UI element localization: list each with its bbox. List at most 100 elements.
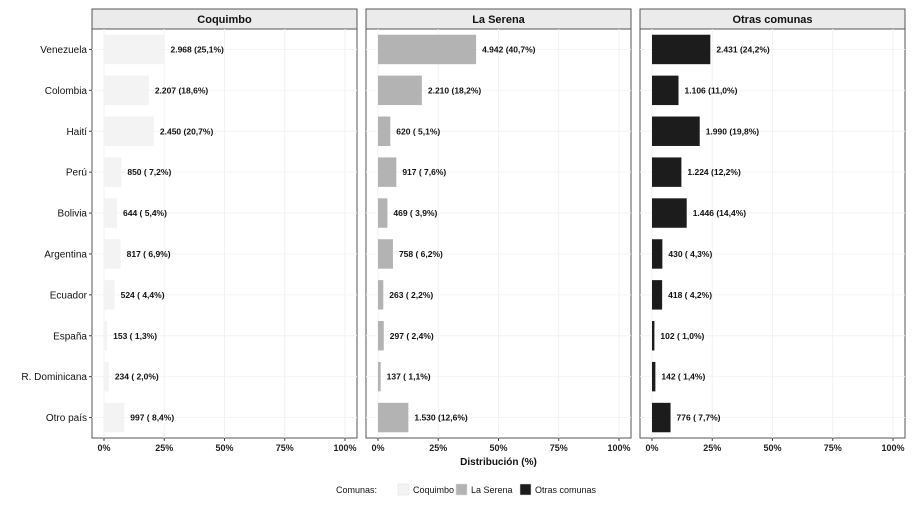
bar <box>652 75 679 106</box>
bar <box>652 34 711 65</box>
data-label: 817 ( 6,9%) <box>127 249 171 259</box>
legend-label: Otras comunas <box>535 485 597 495</box>
data-label: 1.224 (12,2%) <box>687 167 741 177</box>
data-label: 418 ( 4,2%) <box>668 290 712 300</box>
category-label: Perú <box>66 168 87 179</box>
bar <box>652 361 656 392</box>
data-label: 297 ( 2,4%) <box>390 331 434 341</box>
data-label: 997 ( 8,4%) <box>130 413 174 423</box>
x-tick-label: 75% <box>276 443 294 453</box>
bar <box>652 116 700 146</box>
bar <box>652 280 663 310</box>
x-tick-label: 0% <box>645 443 658 453</box>
x-tick-label: 75% <box>550 443 568 453</box>
x-axis-title: Distribución (%) <box>460 457 537 468</box>
x-tick-label: 50% <box>215 443 233 453</box>
data-label: 1.446 (14,4%) <box>693 208 747 218</box>
bar <box>652 402 671 433</box>
data-label: 1.990 (19,8%) <box>706 126 760 136</box>
data-label: 1.106 (11,0%) <box>685 85 738 95</box>
legend-label: Coquimbo <box>413 485 454 495</box>
facet-title: La Serena <box>472 14 525 26</box>
data-label: 917 ( 7,6%) <box>402 167 446 177</box>
bar <box>652 157 682 187</box>
bar <box>104 321 108 351</box>
bar <box>378 116 391 146</box>
facet-title: Otras comunas <box>732 14 812 26</box>
bar <box>378 361 381 392</box>
category-label: R. Dominicana <box>21 372 87 383</box>
legend-swatch <box>519 483 532 496</box>
data-label: 644 ( 5,4%) <box>123 208 167 218</box>
data-label: 4.942 (40,7%) <box>482 44 536 54</box>
bar <box>104 402 125 433</box>
x-tick-label: 0% <box>371 443 384 453</box>
data-label: 234 ( 2,0%) <box>115 372 159 382</box>
bar <box>378 321 384 351</box>
x-tick-label: 25% <box>703 443 721 453</box>
category-label: Haití <box>66 127 87 138</box>
bar <box>652 198 687 228</box>
data-label: 2.450 (20,7%) <box>160 126 214 136</box>
data-label: 620 ( 5,1%) <box>396 126 440 136</box>
data-label: 263 ( 2,2%) <box>389 290 433 300</box>
category-label: España <box>53 331 87 342</box>
data-label: 137 ( 1,1%) <box>387 372 431 382</box>
category-label: Ecuador <box>50 290 88 301</box>
data-label: 102 ( 1,0%) <box>660 331 704 341</box>
bar <box>652 321 655 351</box>
bar <box>378 198 388 228</box>
bar <box>104 157 122 187</box>
x-tick-label: 0% <box>97 443 110 453</box>
x-tick-label: 100% <box>881 443 904 453</box>
bar <box>652 239 663 269</box>
bar <box>378 157 397 187</box>
data-label: 758 ( 6,2%) <box>399 249 443 259</box>
facet-panel: Coquimbo 2.968 (25,1%) 2.207 (18,6%) 2.450 … <box>91 8 358 453</box>
bar <box>104 280 115 310</box>
data-label: 142 ( 1,4%) <box>661 372 705 382</box>
bar <box>104 361 109 392</box>
category-label: Bolivia <box>58 209 88 220</box>
x-tick-label: 25% <box>429 443 447 453</box>
data-label: 153 ( 1,3%) <box>113 331 157 341</box>
data-label: 2.968 (25,1%) <box>170 44 224 54</box>
x-tick-label: 50% <box>763 443 781 453</box>
data-label: 1.530 (12,6%) <box>414 413 468 423</box>
facet-title: Coquimbo <box>197 14 252 26</box>
category-label: Venezuela <box>40 45 87 56</box>
data-label: 2.431 (24,2%) <box>716 44 770 54</box>
data-label: 469 ( 3,9%) <box>393 208 437 218</box>
bar <box>104 75 149 106</box>
bar <box>378 34 477 65</box>
legend: Comunas: Coquimbo La Serena Otras comunas <box>336 483 597 496</box>
facet-panel: La Serena 4.942 (40,7%) 2.210 (18,2%) 620 (… <box>365 8 632 453</box>
x-tick-label: 25% <box>155 443 173 453</box>
legend-swatch <box>455 483 468 496</box>
bar <box>104 198 118 228</box>
category-label: Colombia <box>45 86 88 97</box>
data-label: 850 ( 7,2%) <box>127 167 171 177</box>
bar <box>378 239 393 269</box>
x-tick-label: 75% <box>824 443 842 453</box>
category-label: Argentina <box>44 249 87 260</box>
bar <box>378 75 422 106</box>
bar <box>104 116 154 146</box>
legend-title: Comunas: <box>336 485 377 495</box>
x-tick-label: 100% <box>333 443 356 453</box>
bar <box>378 402 409 433</box>
data-label: 2.210 (18,2%) <box>428 85 482 95</box>
category-label: Otro país <box>46 413 87 424</box>
data-label: 2.207 (18,6%) <box>155 85 209 95</box>
legend-swatch <box>397 483 410 496</box>
bar <box>104 239 121 269</box>
data-label: 430 ( 4,3%) <box>668 249 712 259</box>
bar <box>104 34 165 65</box>
x-tick-label: 100% <box>607 443 630 453</box>
facet-panel: Otras comunas 2.431 (24,2%) 1.106 (11,0%) 1… <box>639 8 906 453</box>
data-label: 776 ( 7,7%) <box>677 413 721 423</box>
bar <box>378 280 384 310</box>
legend-label: La Serena <box>471 485 513 495</box>
x-tick-label: 50% <box>489 443 507 453</box>
